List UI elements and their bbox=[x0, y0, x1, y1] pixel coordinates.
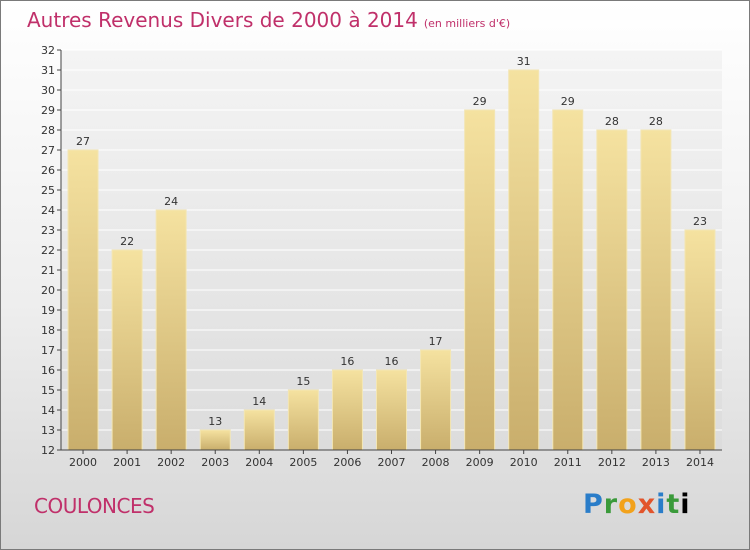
bars bbox=[67, 69, 716, 451]
x-tick-label: 2003 bbox=[201, 456, 229, 469]
data-label: 22 bbox=[120, 235, 134, 248]
y-tick-label: 29 bbox=[41, 104, 55, 117]
y-axis-ticks: 12 13 14 15 16 17 18 19 20 21 22 23 24 25 26 27 28 29 30 31… bbox=[41, 44, 61, 457]
bar-2006 bbox=[331, 369, 363, 451]
y-tick-label: 30 bbox=[41, 84, 55, 97]
logo-letter: i bbox=[680, 489, 691, 520]
y-tick-label: 31 bbox=[41, 64, 55, 77]
data-label: 29 bbox=[473, 95, 487, 108]
bar-2002 bbox=[155, 209, 187, 451]
y-tick-label: 32 bbox=[41, 44, 55, 57]
data-label: 28 bbox=[605, 115, 619, 128]
y-tick-label: 14 bbox=[41, 404, 55, 417]
data-labels: 27 22 24 13 14 15 16 16 17 29 31 29 28 28 23 bbox=[76, 55, 707, 428]
y-tick-label: 27 bbox=[41, 144, 55, 157]
bar-2010 bbox=[508, 69, 540, 451]
data-label: 29 bbox=[561, 95, 575, 108]
bar-2012 bbox=[596, 129, 628, 451]
chart-title-text: Autres Revenus Divers de 2000 à 2014 bbox=[27, 8, 418, 32]
town-name: COULONCES bbox=[34, 494, 155, 518]
data-label: 16 bbox=[340, 355, 354, 368]
y-tick-label: 17 bbox=[41, 344, 55, 357]
y-tick-label: 16 bbox=[41, 364, 55, 377]
y-tick-label: 12 bbox=[41, 444, 55, 457]
logo-letter: i bbox=[656, 489, 667, 520]
logo-letter: r bbox=[603, 489, 619, 520]
x-tick-label: 2010 bbox=[510, 456, 538, 469]
bar-2013 bbox=[640, 129, 672, 451]
data-label: 31 bbox=[517, 55, 531, 68]
bar-2009 bbox=[464, 109, 496, 451]
y-tick-label: 21 bbox=[41, 264, 55, 277]
y-tick-label: 18 bbox=[41, 324, 55, 337]
data-label: 23 bbox=[693, 215, 707, 228]
x-tick-label: 2005 bbox=[289, 456, 317, 469]
y-tick-label: 19 bbox=[41, 304, 55, 317]
bar-2000 bbox=[67, 149, 99, 451]
bar-2014 bbox=[684, 229, 716, 451]
x-tick-label: 2011 bbox=[554, 456, 582, 469]
x-axis-ticks: 2000 2001 2002 2003 2004 2005 2006 2007 2008 2009… bbox=[69, 450, 714, 469]
y-tick-label: 20 bbox=[41, 284, 55, 297]
bar-2003 bbox=[199, 429, 231, 451]
proxiti-logo: Proxiti bbox=[583, 489, 691, 520]
chart-title: Autres Revenus Divers de 2000 à 2014 (en … bbox=[27, 8, 510, 32]
logo-letter: t bbox=[666, 489, 681, 520]
x-tick-label: 2008 bbox=[422, 456, 450, 469]
data-label: 17 bbox=[429, 335, 443, 348]
data-label: 28 bbox=[649, 115, 663, 128]
y-tick-label: 24 bbox=[41, 204, 55, 217]
y-tick-label: 28 bbox=[41, 124, 55, 137]
y-tick-label: 13 bbox=[41, 424, 55, 437]
x-tick-label: 2007 bbox=[378, 456, 406, 469]
y-tick-label: 26 bbox=[41, 164, 55, 177]
bar-2001 bbox=[111, 249, 143, 451]
chart-subtitle: (en milliers d'€) bbox=[423, 17, 511, 30]
x-tick-label: 2006 bbox=[333, 456, 361, 469]
x-tick-label: 2001 bbox=[113, 456, 141, 469]
bar-2004 bbox=[243, 409, 275, 451]
data-label: 15 bbox=[296, 375, 310, 388]
data-label: 14 bbox=[252, 395, 266, 408]
y-tick-label: 23 bbox=[41, 224, 55, 237]
data-label: 13 bbox=[208, 415, 222, 428]
x-tick-label: 2009 bbox=[466, 456, 494, 469]
x-tick-label: 2012 bbox=[598, 456, 626, 469]
bar-2007 bbox=[376, 369, 407, 451]
x-tick-label: 2014 bbox=[686, 456, 714, 469]
y-tick-label: 22 bbox=[41, 244, 55, 257]
x-tick-label: 2002 bbox=[157, 456, 185, 469]
data-label: 24 bbox=[164, 195, 178, 208]
y-tick-label: 15 bbox=[41, 384, 55, 397]
x-tick-label: 2004 bbox=[245, 456, 273, 469]
y-tick-label: 25 bbox=[41, 184, 55, 197]
logo-letter: x bbox=[637, 489, 657, 520]
bar-2008 bbox=[420, 349, 452, 451]
data-label: 16 bbox=[385, 355, 399, 368]
bar-2005 bbox=[287, 389, 319, 451]
logo-letter: P bbox=[583, 489, 604, 520]
bar-2011 bbox=[552, 109, 584, 451]
logo-letter: o bbox=[618, 489, 638, 520]
x-tick-label: 2013 bbox=[642, 456, 670, 469]
data-label: 27 bbox=[76, 135, 90, 148]
x-tick-label: 2000 bbox=[69, 456, 97, 469]
